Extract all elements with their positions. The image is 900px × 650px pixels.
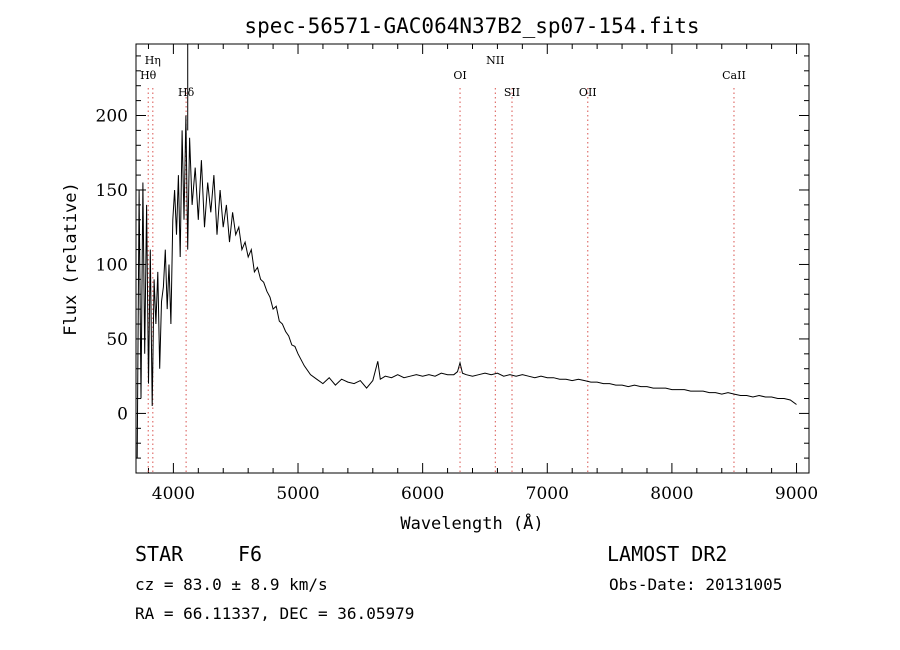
x-tick-label: 6000	[401, 484, 444, 504]
redshift-text: cz = 83.0 ± 8.9 km/s	[135, 575, 328, 594]
spectral-subclass: F6	[238, 542, 262, 566]
y-tick-label: 200	[96, 107, 128, 127]
x-tick-label: 9000	[775, 484, 818, 504]
spectral-line-label: CaII	[722, 69, 746, 82]
chart-title: spec-56571-GAC064N37B2_sp07-154.fits	[244, 14, 699, 38]
y-axis-title: Flux (relative)	[61, 182, 81, 336]
spectral-line-label: Hη	[145, 54, 161, 67]
object-class: STAR	[135, 542, 184, 566]
spectral-line-label: SII	[504, 86, 520, 99]
y-tick-label: 50	[106, 330, 128, 350]
obs-date-text: Obs-Date: 20131005	[609, 575, 782, 594]
spectral-line-label: NII	[486, 54, 504, 67]
x-tick-label: 7000	[526, 484, 569, 504]
x-axis-title: Wavelength (Å)	[400, 512, 543, 534]
x-tick-label: 4000	[152, 484, 195, 504]
y-tick-label: 150	[96, 181, 128, 201]
spectral-line-label: OII	[579, 86, 597, 99]
plot-area: 4000 5000 6000 7000 8000 9000 0 50 100 150 200 Hη Hθ…	[96, 43, 818, 504]
survey-label: LAMOST DR2	[607, 542, 727, 566]
spectral-line-label: OI	[453, 69, 466, 82]
plot-frame	[135, 43, 810, 474]
x-tick-label: 5000	[276, 484, 319, 504]
x-tick-label: 8000	[650, 484, 693, 504]
spectral-line-label: Hθ	[140, 69, 157, 82]
spectral-line-label: Hδ	[178, 86, 195, 99]
y-tick-label: 0	[117, 404, 128, 424]
coordinates-text: RA = 66.11337, DEC = 36.05979	[135, 604, 414, 623]
y-tick-label: 100	[96, 255, 128, 275]
spectrum-line	[136, 115, 797, 459]
